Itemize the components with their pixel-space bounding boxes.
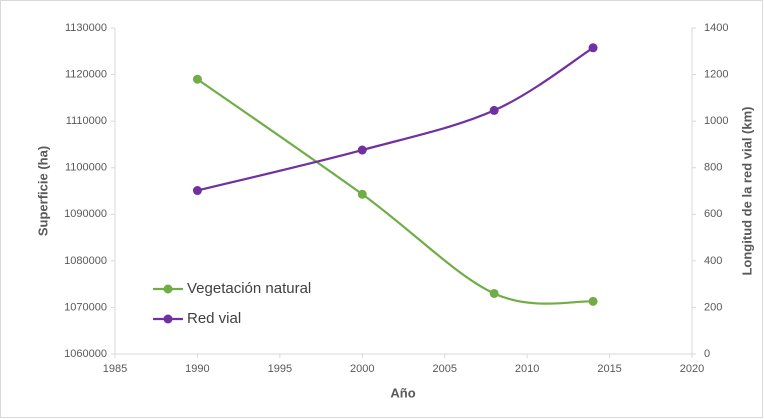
y2-tick-label: 1400 xyxy=(704,22,728,34)
y-axis-label: Superficie (ha) xyxy=(35,146,50,236)
y2-tick-label: 200 xyxy=(704,301,722,313)
series-line xyxy=(197,46,594,192)
series-line xyxy=(196,78,594,305)
x-tick-label: 2020 xyxy=(680,363,704,375)
y-tick-label: 1090000 xyxy=(64,208,107,220)
series-marker xyxy=(192,186,202,196)
y-tick-label: 1110000 xyxy=(66,115,107,127)
series-marker xyxy=(588,296,598,306)
y2-tick-label: 400 xyxy=(704,255,722,267)
y2-tick-label: 1000 xyxy=(704,115,728,127)
x-tick-label: 2005 xyxy=(432,363,456,375)
y2-tick-label: 600 xyxy=(704,208,722,220)
x-axis-label: Año xyxy=(390,385,415,400)
y2-tick-label: 0 xyxy=(704,348,710,360)
x-tick-label: 1990 xyxy=(185,363,209,375)
y-tick-label: 1120000 xyxy=(65,68,107,80)
series-marker xyxy=(489,288,499,298)
y2-tick-label: 1200 xyxy=(704,68,728,80)
legend-label: Vegetación natural xyxy=(187,280,311,297)
legend-box xyxy=(145,275,330,337)
legend-label: Red vial xyxy=(187,310,241,327)
y-tick-label: 1070000 xyxy=(64,301,107,313)
y-tick-label: 1060000 xyxy=(64,348,107,360)
y-tick-label: 1080000 xyxy=(64,255,107,267)
x-tick-label: 1985 xyxy=(103,363,127,375)
x-tick-label: 2010 xyxy=(515,363,539,375)
series-marker xyxy=(192,74,202,84)
y-tick-label: 1100000 xyxy=(65,162,107,174)
series-marker xyxy=(357,189,367,199)
legend-marker xyxy=(163,284,173,294)
series-marker xyxy=(588,43,598,53)
y-tick-label: 1130000 xyxy=(65,22,107,34)
legend-marker xyxy=(163,314,173,324)
x-tick-label: 2015 xyxy=(597,363,621,375)
y2-tick-label: 800 xyxy=(704,162,722,174)
x-tick-label: 2000 xyxy=(350,363,374,375)
x-tick-label: 1995 xyxy=(268,363,292,375)
series-marker xyxy=(489,105,499,115)
series-marker xyxy=(357,145,367,155)
y2-axis-label: Longitud de la red vial (km) xyxy=(739,106,754,275)
